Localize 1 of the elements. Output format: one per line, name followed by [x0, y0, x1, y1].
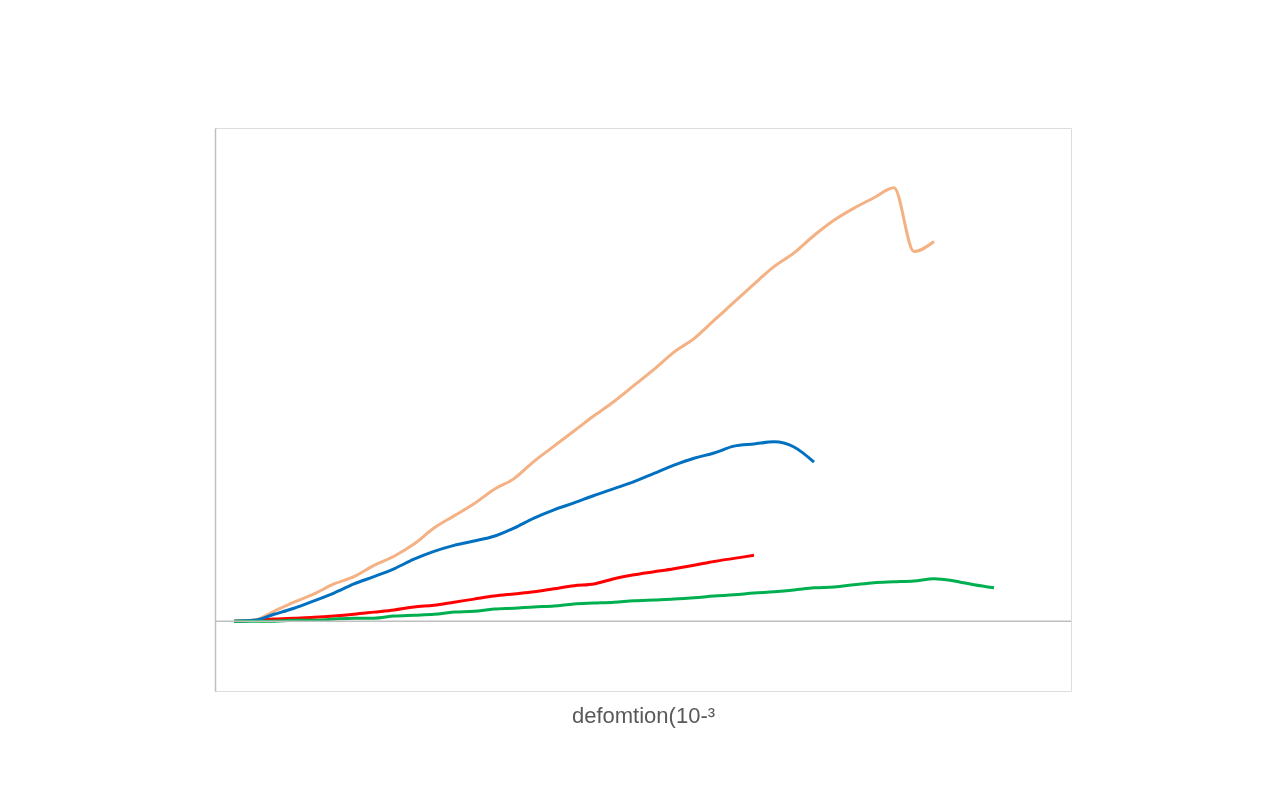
x-axis-title: defomtion(10-³	[571, 702, 716, 728]
